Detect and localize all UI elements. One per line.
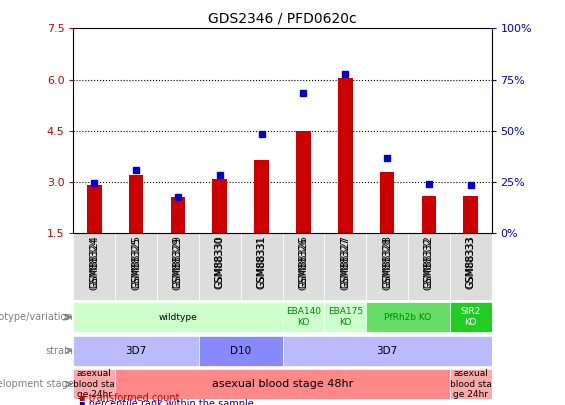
Title: GDS2346 / PFD0620c: GDS2346 / PFD0620c [208, 12, 357, 26]
Text: EBA175
KO: EBA175 KO [328, 307, 363, 327]
FancyBboxPatch shape [199, 233, 241, 301]
Text: GSM88330: GSM88330 [215, 237, 225, 290]
Text: SIR2
KO: SIR2 KO [460, 307, 481, 327]
Text: GSM88332: GSM88332 [424, 235, 434, 288]
Bar [87, 185, 102, 233]
Text: GSM88331: GSM88331 [257, 237, 267, 290]
Text: PfRh2b KO: PfRh2b KO [384, 313, 432, 322]
Text: asexual blood stage 48hr: asexual blood stage 48hr [212, 379, 353, 389]
FancyBboxPatch shape [366, 302, 450, 332]
Text: GSM88326: GSM88326 [298, 237, 308, 290]
Text: GSM88330: GSM88330 [215, 235, 225, 288]
Bar [463, 196, 478, 233]
Text: development stage: development stage [0, 379, 73, 389]
Text: GSM88325: GSM88325 [131, 237, 141, 290]
Text: GSM88332: GSM88332 [424, 237, 434, 290]
Text: wildtype: wildtype [159, 313, 197, 322]
Text: GSM88329: GSM88329 [173, 237, 183, 290]
Text: ▪ transformed count: ▪ transformed count [79, 393, 180, 403]
FancyBboxPatch shape [73, 336, 199, 366]
Text: strain: strain [45, 345, 73, 356]
FancyBboxPatch shape [241, 233, 282, 301]
Text: genotype/variation: genotype/variation [0, 312, 73, 322]
Text: GSM88329: GSM88329 [173, 235, 183, 288]
Text: GSM88327: GSM88327 [340, 237, 350, 290]
Bar [254, 160, 269, 233]
Bar [296, 131, 311, 233]
Text: GSM88324: GSM88324 [89, 237, 99, 290]
Text: GSM88324: GSM88324 [89, 235, 99, 288]
Text: D10: D10 [230, 345, 251, 356]
FancyBboxPatch shape [324, 302, 366, 332]
Bar [212, 179, 227, 233]
FancyBboxPatch shape [450, 302, 492, 332]
FancyBboxPatch shape [157, 233, 199, 301]
Text: 3D7: 3D7 [376, 345, 398, 356]
FancyBboxPatch shape [282, 233, 324, 301]
Text: GSM88333: GSM88333 [466, 237, 476, 290]
Bar [171, 197, 185, 233]
Text: ▪ percentile rank within the sample: ▪ percentile rank within the sample [79, 399, 254, 405]
Text: GSM88325: GSM88325 [131, 235, 141, 288]
Text: GSM88326: GSM88326 [298, 235, 308, 288]
Bar [421, 196, 436, 233]
Text: 3D7: 3D7 [125, 345, 147, 356]
FancyBboxPatch shape [282, 302, 324, 332]
FancyBboxPatch shape [115, 369, 450, 399]
FancyBboxPatch shape [408, 233, 450, 301]
Text: GSM88331: GSM88331 [257, 235, 267, 288]
FancyBboxPatch shape [73, 233, 115, 301]
FancyBboxPatch shape [450, 369, 492, 399]
FancyBboxPatch shape [450, 233, 492, 301]
Text: asexual
blood sta
ge 24hr: asexual blood sta ge 24hr [450, 369, 492, 399]
FancyBboxPatch shape [366, 233, 408, 301]
Bar [380, 172, 394, 233]
FancyBboxPatch shape [73, 369, 115, 399]
Text: GSM88328: GSM88328 [382, 237, 392, 290]
FancyBboxPatch shape [282, 336, 492, 366]
Text: GSM88328: GSM88328 [382, 235, 392, 288]
FancyBboxPatch shape [324, 233, 366, 301]
Bar [129, 175, 144, 233]
FancyBboxPatch shape [115, 233, 157, 301]
Text: EBA140
KO: EBA140 KO [286, 307, 321, 327]
FancyBboxPatch shape [199, 336, 282, 366]
FancyBboxPatch shape [73, 302, 282, 332]
Text: GSM88327: GSM88327 [340, 235, 350, 288]
Bar [338, 78, 353, 233]
Text: asexual
blood sta
ge 24hr: asexual blood sta ge 24hr [73, 369, 115, 399]
Text: GSM88333: GSM88333 [466, 235, 476, 288]
